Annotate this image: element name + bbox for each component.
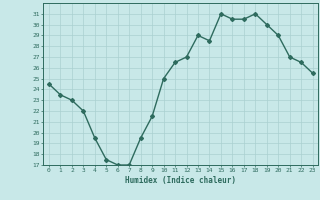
X-axis label: Humidex (Indice chaleur): Humidex (Indice chaleur) — [125, 176, 236, 185]
